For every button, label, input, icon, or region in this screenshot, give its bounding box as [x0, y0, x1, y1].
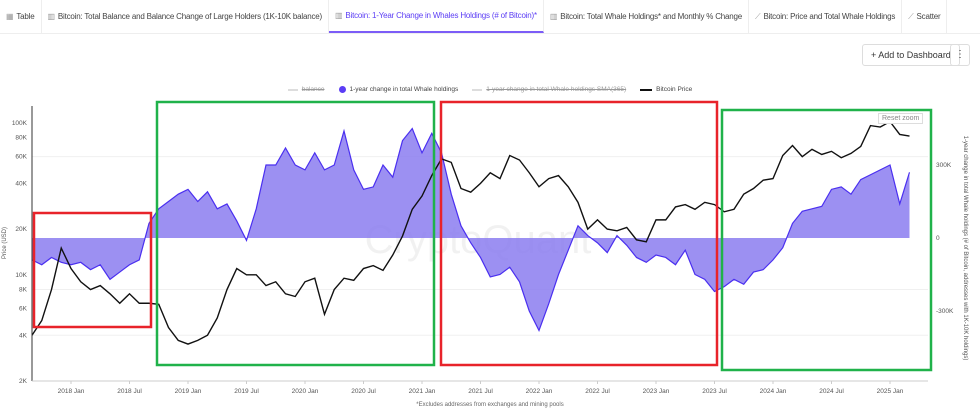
annotation-box-red-1 — [32, 211, 153, 329]
y-left-tick: 40K — [15, 180, 27, 187]
whale-change-line — [31, 127, 911, 332]
x-tick-label: 2023 Jul — [702, 388, 727, 395]
x-tick-label: 2020 Jan — [292, 388, 319, 395]
bitcoin-price-line — [31, 120, 910, 345]
x-tick-label: 2024 Jan — [760, 388, 787, 395]
y-right-tick: 0 — [936, 235, 940, 242]
tab-1yr-change[interactable]: ▥ Bitcoin: 1-Year Change in Whales Holdin… — [329, 0, 544, 33]
annotation-box-green-2 — [720, 108, 933, 372]
y-left-tick: 20K — [15, 226, 27, 233]
legend-item-sma[interactable]: 1-year change in total Whale holdings SM… — [472, 86, 626, 93]
x-tick-label: 2019 Jul — [234, 388, 259, 395]
chart-icon: ▥ — [47, 12, 56, 21]
x-tick-label: 2023 Jan — [643, 388, 670, 395]
x-tick-label: 2018 Jul — [117, 388, 142, 395]
line-chart-icon: ⟋ — [908, 12, 914, 21]
x-tick-label: 2022 Jan — [526, 388, 553, 395]
x-tick-label: 2020 Jul — [351, 388, 376, 395]
reset-zoom-button[interactable]: Reset zoom — [878, 113, 924, 124]
x-tick-label: 2018 Jan — [58, 388, 85, 395]
add-to-dashboard-button[interactable]: + Add to Dashboard — [862, 44, 960, 66]
tab-table[interactable]: ▦ Table — [0, 0, 42, 33]
line-chart-icon: ⟋ — [755, 12, 761, 21]
tab-total-balance[interactable]: ▥ Bitcoin: Total Balance and Balance Chan… — [42, 0, 330, 33]
y-left-tick: 6K — [19, 306, 28, 313]
y-left-tick: 4K — [19, 332, 28, 339]
plus-icon: + — [871, 50, 879, 60]
legend-item-bitcoin-price[interactable]: Bitcoin Price — [640, 86, 692, 93]
tab-total-whale-holdings[interactable]: ▥ Bitcoin: Total Whale Holdings* and Mont… — [544, 0, 750, 33]
y-left-tick: 10K — [15, 272, 27, 279]
more-options-button[interactable]: ⋮ — [950, 44, 970, 66]
y-right-tick: 300K — [936, 162, 952, 169]
table-icon: ▦ — [6, 12, 14, 21]
watermark: CryptoQuant — [365, 218, 592, 262]
annotation-box-red-2 — [439, 100, 719, 367]
y-left-tick: 100K — [12, 120, 28, 127]
chart-legend: balance 1-year change in total Whale hol… — [0, 86, 980, 93]
tab-scatter[interactable]: ⟋ Scatter — [902, 0, 948, 33]
y-left-tick: 8K — [19, 287, 28, 294]
tab-bar: ▦ Table ▥ Bitcoin: Total Balance and Balan… — [0, 0, 980, 34]
y-right-tick: -300K — [936, 308, 954, 315]
footnote: *Excludes addresses from exchanges and m… — [416, 402, 564, 408]
legend-item-whale-change[interactable]: 1-year change in total Whale holdings — [338, 86, 458, 93]
y-left-tick: 2K — [19, 378, 28, 385]
left-axis-label: Price (USD) — [2, 227, 8, 259]
x-tick-label: 2025 Jan — [877, 388, 904, 395]
right-axis-label: 1-year change in total Whale holdings (#… — [962, 136, 968, 361]
whale-change-area — [32, 128, 910, 331]
x-tick-label: 2019 Jan — [175, 388, 202, 395]
annotation-box-green-1 — [155, 100, 436, 367]
chart-icon: ▥ — [549, 12, 558, 21]
x-tick-label: 2021 Jan — [409, 388, 436, 395]
y-left-tick: 60K — [15, 154, 27, 161]
x-tick-label: 2022 Jul — [585, 388, 610, 395]
chart-icon: ▥ — [335, 11, 343, 20]
y-left-tick: 80K — [15, 135, 27, 142]
legend-item-balance[interactable]: balance — [287, 86, 325, 93]
x-tick-label: 2024 Jul — [819, 388, 844, 395]
tab-price-and-holdings[interactable]: ⟋ Bitcoin: Price and Total Whale Holdings — [749, 0, 903, 33]
circle-icon — [338, 86, 346, 93]
x-tick-label: 2021 Jul — [468, 388, 493, 395]
